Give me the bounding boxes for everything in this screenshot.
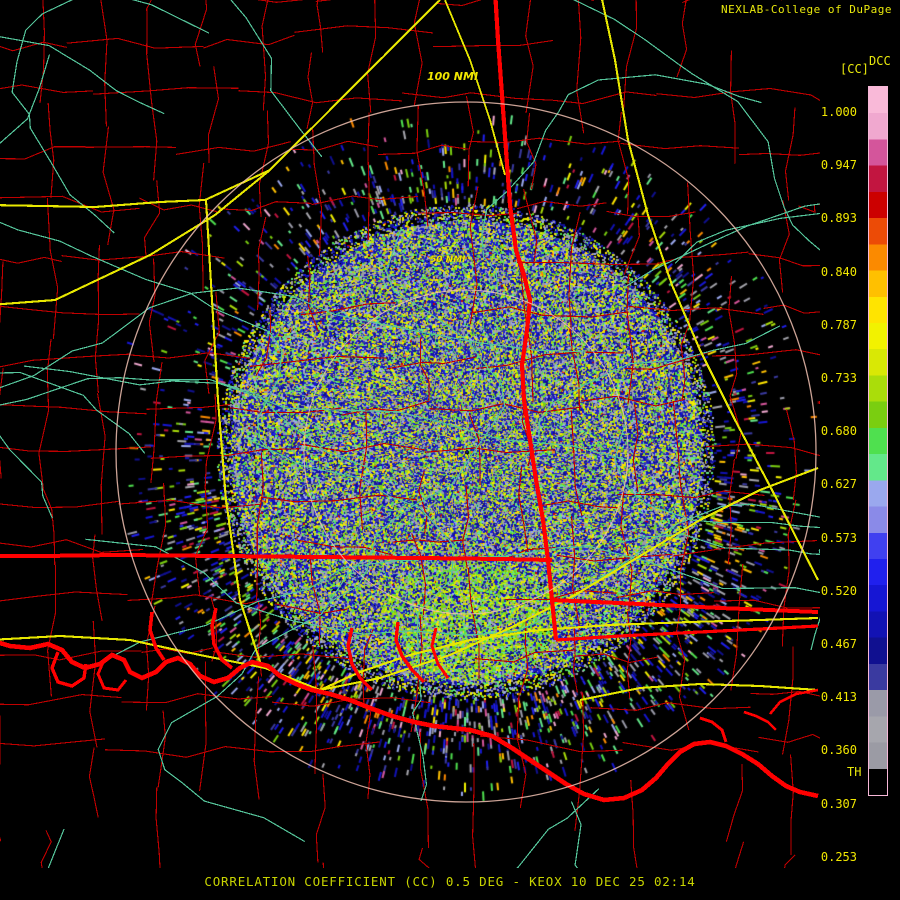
map-viewport[interactable] — [0, 0, 820, 868]
colorbar-units-label: [CC] — [840, 62, 869, 76]
colorbar-tick-label: 0.840 — [820, 264, 857, 279]
colorbar-gradient — [869, 87, 887, 795]
colorbar-tick-label: 0.253 — [820, 849, 857, 864]
colorbar-tick-label: 0.947 — [820, 158, 857, 173]
colorbar-tick-label: 0.787 — [820, 317, 857, 332]
colorbar-tick-label: 0.680 — [820, 424, 857, 439]
colorbar-tick-label: 0.520 — [820, 583, 857, 598]
colorbar-tick-label: 0.627 — [820, 477, 857, 492]
branding-label: NEXLAB-College of DuPage — [721, 3, 892, 16]
range-ring — [303, 289, 629, 615]
colorbar-tick-label: 0.733 — [820, 371, 857, 385]
colorbar[interactable] — [868, 86, 890, 798]
colorbar-tick-label: 1.000 — [820, 105, 857, 119]
colorbar-tick-label: 0.307 — [820, 796, 857, 811]
colorbar-tick-label: 0.573 — [820, 530, 857, 545]
radar-data-layer — [0, 0, 820, 868]
colorbar-border — [868, 86, 888, 796]
range-ring — [115, 101, 817, 803]
product-caption: CORRELATION COEFFICIENT (CC) 0.5 DEG - K… — [204, 874, 696, 889]
colorbar-tick-label: 0.413 — [820, 690, 857, 705]
map-overlay-layer — [0, 0, 820, 868]
colorbar-tick-label: 0.467 — [820, 637, 857, 651]
colorbar-tick-label: 0.893 — [820, 211, 857, 226]
range-ring-label-50: 50 NMI — [430, 255, 466, 265]
colorbar-title: DCC — [869, 54, 891, 68]
colorbar-threshold-label: TH — [847, 765, 862, 779]
range-ring-label-100: 100 NMI — [427, 70, 479, 83]
colorbar-tick-label: 0.360 — [820, 743, 857, 758]
